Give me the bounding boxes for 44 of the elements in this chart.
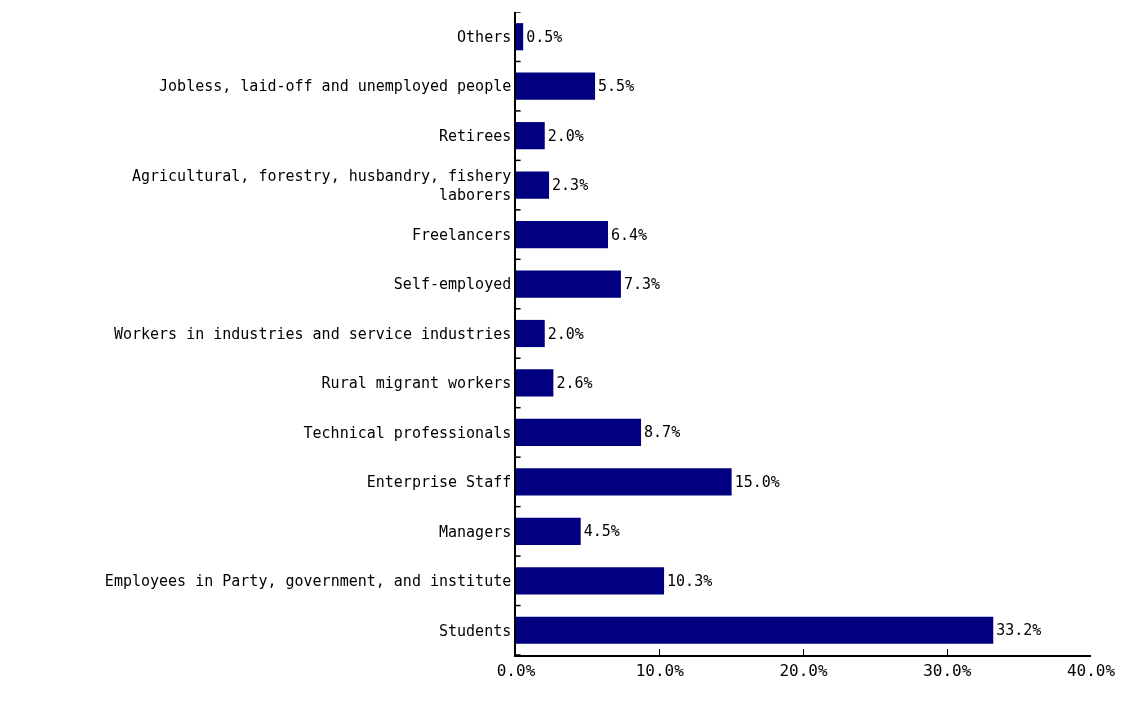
bar	[516, 418, 642, 447]
bar	[516, 171, 550, 199]
x-tick-label: 20.0%	[779, 660, 828, 680]
x-tick-label: 0.0%	[496, 660, 536, 680]
bar	[516, 23, 524, 51]
data-label: 2.0%	[547, 126, 584, 145]
y-tick-label: Students	[439, 621, 512, 640]
y-tick-label: Freelancers	[411, 225, 512, 244]
data-label: 4.5%	[583, 522, 620, 541]
data-label: 2.6%	[556, 373, 593, 392]
y-tick-label: Technical professionals	[303, 423, 512, 442]
data-label: 15.0%	[734, 472, 780, 491]
bar	[516, 567, 665, 595]
bar	[516, 220, 608, 249]
data-label: 0.5%	[526, 27, 563, 46]
bar	[516, 72, 596, 100]
y-tick-label: Others	[457, 27, 512, 46]
bar	[516, 468, 732, 496]
y-tick-label: Agricultural, forestry, husbandry, fishery laborers	[131, 166, 512, 205]
x-tick-label: 40.0%	[1066, 660, 1116, 680]
data-label: 7.3%	[623, 275, 661, 294]
data-label: 10.3%	[667, 571, 713, 590]
bar	[516, 122, 545, 150]
bar	[516, 369, 554, 397]
bar	[516, 319, 545, 348]
y-tick-label: Managers	[439, 522, 512, 541]
bar	[516, 517, 581, 545]
y-tick-label: Employees in Party, government, and institute	[104, 572, 512, 591]
data-label: 6.4%	[611, 225, 648, 244]
data-label: 5.5%	[598, 77, 635, 96]
y-tick-label: Workers in industries and service industries	[113, 324, 512, 343]
x-tick-label: 30.0%	[923, 660, 972, 680]
data-label: 33.2%	[996, 621, 1042, 640]
data-label: 2.0%	[547, 324, 584, 343]
y-tick-label: Retirees	[439, 126, 512, 145]
y-tick-label: Enterprise Staff	[366, 473, 512, 492]
x-tick-label: 10.0%	[635, 660, 685, 680]
data-label: 2.3%	[552, 176, 589, 195]
y-tick-label: Jobless, laid-off and unemployed people	[159, 77, 512, 96]
data-label: 8.7%	[644, 423, 681, 442]
bar	[516, 270, 621, 298]
y-tick-label: Self-employed	[393, 275, 512, 294]
bar	[516, 616, 994, 644]
y-tick-label: Rural migrant workers	[321, 374, 512, 393]
